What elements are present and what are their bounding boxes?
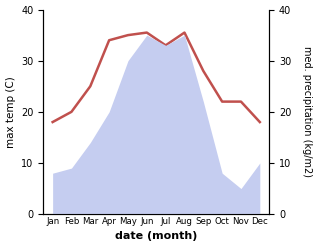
Y-axis label: med. precipitation (kg/m2): med. precipitation (kg/m2) — [302, 46, 313, 177]
Y-axis label: max temp (C): max temp (C) — [5, 76, 16, 148]
X-axis label: date (month): date (month) — [115, 231, 197, 242]
